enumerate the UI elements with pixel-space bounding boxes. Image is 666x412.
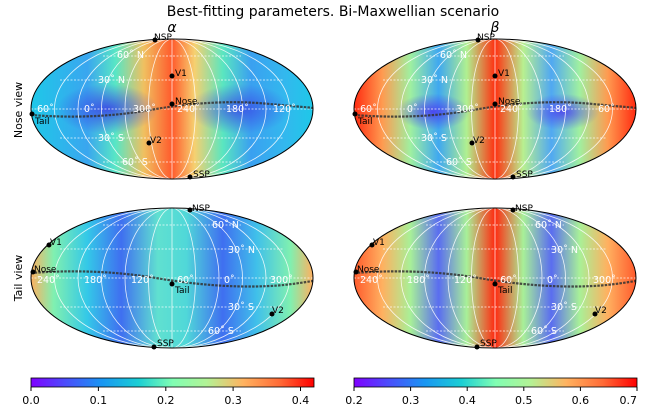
lon-label: 0˚: [224, 275, 235, 286]
point-label: SSP: [516, 170, 533, 180]
lon-label: 240˚: [177, 104, 200, 115]
lat-label-30n: 30˚ N: [551, 245, 578, 256]
point-label: Tail: [34, 117, 50, 127]
lat-label-60s: 60˚ S: [446, 157, 472, 168]
lon-label: 120˚: [131, 275, 154, 286]
point-label: V1: [498, 69, 510, 79]
point-label: V1: [50, 238, 62, 248]
lat-label-60n: 60˚ N: [535, 220, 562, 231]
point-label: SSP: [193, 170, 210, 180]
point-label: NSP: [477, 33, 495, 43]
lat-label-60n: 60˚ N: [117, 50, 144, 61]
colorbar-tick: 0.6: [572, 394, 590, 407]
point-label: SSP: [157, 339, 174, 349]
lon-label: 60˚: [177, 275, 194, 286]
lon-label: 300˚: [270, 275, 293, 286]
colorbar-tick: 0.2: [157, 394, 175, 407]
colorbar-tick: 0.1: [90, 394, 108, 407]
lon-label: 60˚: [37, 104, 54, 115]
colorbar-tick: 0.3: [224, 394, 242, 407]
lon-label: 240˚: [37, 275, 60, 286]
lon-label: 0˚: [84, 104, 95, 115]
lon-label: 0˚: [547, 275, 558, 286]
lat-label-30n: 30˚ N: [98, 75, 125, 86]
column-title-beta: β: [490, 20, 500, 36]
lon-label: 180˚: [407, 275, 430, 286]
lon-label: 300˚: [593, 275, 616, 286]
lon-label: 300˚: [133, 104, 156, 115]
map-alpha-nose-view: 60˚ N 30˚ N 30˚ S 60˚ S 60˚ 0˚ 300˚ 240˚…: [29, 33, 314, 180]
point-label: V2: [272, 306, 284, 316]
colorbar-alpha: 0.0 0.1 0.2 0.3 0.4: [22, 377, 315, 407]
lat-label-30s: 30˚ S: [98, 133, 124, 144]
point-label: Tail: [174, 286, 190, 296]
point-label: V2: [473, 136, 485, 146]
lon-label: 120˚: [454, 275, 477, 286]
lat-label-60n: 60˚ N: [212, 220, 239, 231]
lon-label: 180˚: [226, 104, 249, 115]
lon-label: 60˚: [360, 104, 377, 115]
figure-title: Best-fitting parameters. Bi-Maxwellian s…: [167, 4, 499, 20]
point-label: Nose: [175, 97, 198, 107]
lon-label: 0˚: [407, 104, 418, 115]
lon-label: 180˚: [549, 104, 572, 115]
lat-label-60s: 60˚ S: [208, 326, 234, 337]
colorbar-tick: 0.7: [620, 394, 638, 407]
row-label-nose: Nose view: [12, 82, 25, 138]
lon-label: 120˚: [273, 104, 296, 115]
point-label: Nose: [34, 265, 57, 275]
map-beta-tail-view: 60˚ N 30˚ N 30˚ S 60˚ S 240˚ 180˚ 120˚ 6…: [353, 204, 637, 350]
point-label: V1: [373, 238, 385, 248]
lon-label: 60˚: [598, 104, 615, 115]
lat-label-60s: 60˚ S: [531, 326, 557, 337]
lon-label: 300˚: [456, 104, 479, 115]
map-alpha-tail-view: 60˚ N 30˚ N 30˚ S 60˚ S 240˚ 180˚ 120˚ 6…: [30, 204, 314, 350]
lat-label-30s: 30˚ S: [228, 302, 254, 313]
colorbar-tick: 0.2: [345, 394, 363, 407]
point-label: Tail: [497, 286, 513, 296]
lon-label: 180˚: [84, 275, 107, 286]
point-label: Tail: [357, 117, 373, 127]
point-label: V2: [595, 306, 607, 316]
column-title-alpha: α: [167, 20, 177, 36]
lat-label-30n: 30˚ N: [228, 245, 255, 256]
lat-label-60s: 60˚ S: [122, 157, 148, 168]
point-label: NSP: [154, 33, 172, 43]
lon-label: 240˚: [500, 104, 523, 115]
point-label: Nose: [498, 97, 521, 107]
colorbar-beta: 0.2 0.3 0.4 0.5 0.6 0.7: [345, 377, 638, 407]
point-label: SSP: [480, 339, 497, 349]
lon-label: 60˚: [500, 275, 517, 286]
lon-label: 240˚: [360, 275, 383, 286]
point-label: NSP: [192, 204, 210, 214]
lat-label-60n: 60˚ N: [440, 50, 467, 61]
point-label: Nose: [357, 265, 380, 275]
point-label: V1: [175, 69, 187, 79]
lat-label-30s: 30˚ S: [551, 302, 577, 313]
point-label: V2: [150, 136, 162, 146]
colorbar-tick: 0.4: [292, 394, 310, 407]
colorbar-tick: 0.0: [22, 394, 40, 407]
row-label-tail: Tail view: [12, 255, 25, 303]
colorbar-tick: 0.3: [402, 394, 420, 407]
colorbar-tick: 0.5: [515, 394, 533, 407]
colorbar-tick: 0.4: [458, 394, 476, 407]
lat-label-30n: 30˚ N: [421, 75, 448, 86]
map-beta-nose-view: 60˚ N 30˚ N 30˚ S 60˚ S 60˚ 0˚ 300˚ 240˚…: [352, 33, 637, 180]
lat-label-30s: 30˚ S: [421, 133, 447, 144]
point-label: NSP: [515, 204, 533, 214]
